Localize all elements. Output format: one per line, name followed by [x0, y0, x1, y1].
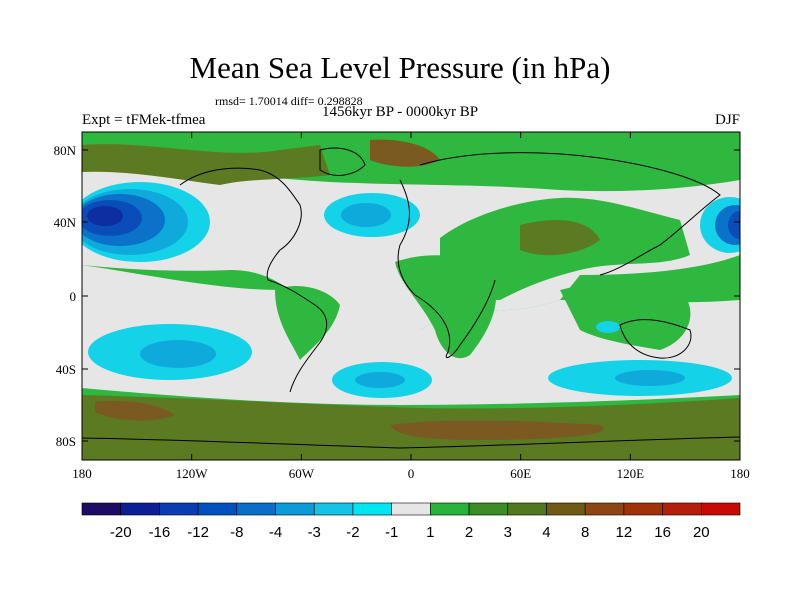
colorbar-swatch [507, 502, 547, 516]
colorbar-label: 1 [426, 524, 434, 541]
south-indian-low-2 [615, 370, 685, 386]
colorbar-label: -4 [269, 524, 282, 541]
colorbar-swatch [546, 502, 586, 516]
x-tick-label: 60E [510, 466, 531, 481]
colorbar-label: -1 [385, 524, 398, 541]
coast-asia [419, 152, 721, 276]
x-tick-label: 120E [617, 466, 645, 481]
x-tick-label: 120W [176, 466, 209, 481]
colorbar-label: -2 [346, 524, 359, 541]
y-tick-label: 80N [54, 143, 77, 158]
period-label: 1456kyr BP - 0000kyr BP [321, 104, 479, 120]
coast-south-america [267, 279, 328, 393]
y-tick-label: 40N [54, 215, 77, 230]
colorbar-swatch [623, 502, 663, 516]
green-africa [395, 255, 497, 359]
olive-arctic [82, 144, 330, 185]
colorbar-label: 2 [465, 524, 473, 541]
x-axis: 180 120W 60W 0 60E 120E 180 [72, 132, 750, 481]
north-atlantic-low-2 [341, 203, 391, 227]
colorbar-swatch [391, 502, 431, 516]
coast-australia [619, 319, 692, 359]
colorbar-label: -8 [230, 524, 243, 541]
coast-greenland [319, 147, 366, 176]
colorbar: -20 -16 -12 -8 -4 -3 -2 -1 1 2 3 4 8 12 16 20 [81, 502, 741, 541]
colorbar-label: -3 [308, 524, 321, 541]
x-tick-label: 60W [289, 466, 315, 481]
green-south-america [275, 285, 340, 360]
colorbar-swatch [468, 502, 509, 516]
colorbar-label: 3 [504, 524, 512, 541]
colorbar-swatch [313, 502, 354, 516]
colorbar-swatch [197, 502, 238, 516]
colorbar-swatch [81, 502, 122, 516]
colorbar-label: -16 [149, 524, 171, 541]
y-tick-label: 40S [56, 362, 76, 377]
colorbar-swatch [159, 502, 199, 516]
coast-antarctica [82, 436, 740, 449]
y-axis: 80N 40N 0 40S 80S [54, 143, 740, 449]
pressure-field [82, 132, 740, 460]
indian-ocean-low [596, 321, 620, 333]
y-tick-label: 0 [70, 289, 77, 304]
colorbar-swatch [236, 502, 276, 516]
colorbar-swatch [352, 502, 392, 516]
colorbar-label: -20 [110, 524, 132, 541]
olive-asia [520, 220, 600, 256]
colorbar-swatch [662, 502, 702, 516]
colorbar-label: 8 [581, 524, 589, 541]
colorbar-swatch [430, 502, 470, 516]
coast-north-america [179, 167, 302, 281]
colorbar-label: 20 [693, 524, 710, 541]
season-label: DJF [714, 112, 740, 128]
colorbar-swatch [700, 502, 741, 516]
brown-arctic [370, 139, 440, 167]
experiment-label: Expt = tFMek-tfmea [82, 112, 206, 128]
colorbar-label: 4 [542, 524, 550, 541]
south-pacific-low-2 [140, 340, 216, 368]
colorbar-swatch [584, 502, 625, 516]
x-tick-label: 0 [408, 466, 415, 481]
colorbar-label: 12 [616, 524, 633, 541]
green-indo [560, 280, 691, 350]
north-pacific-low-4 [87, 206, 123, 226]
coastlines [82, 147, 740, 449]
colorbar-label: 16 [654, 524, 671, 541]
east-pacific-low-3 [728, 211, 740, 239]
colorbar-swatch [120, 502, 160, 516]
map-title: Mean Sea Level Pressure (in hPa) [189, 50, 611, 85]
south-atlantic-low-2 [355, 372, 405, 388]
brown-south [95, 400, 604, 440]
x-tick-label: 180 [730, 466, 750, 481]
y-tick-label: 80S [56, 434, 76, 449]
colorbar-swatch [275, 502, 315, 516]
colorbar-label: -12 [187, 524, 209, 541]
x-tick-label: 180 [72, 466, 92, 481]
rmsd-diff-stats: rmsd= 1.70014 diff= 0.298828 [215, 94, 363, 108]
coast-europe-africa [397, 179, 496, 359]
